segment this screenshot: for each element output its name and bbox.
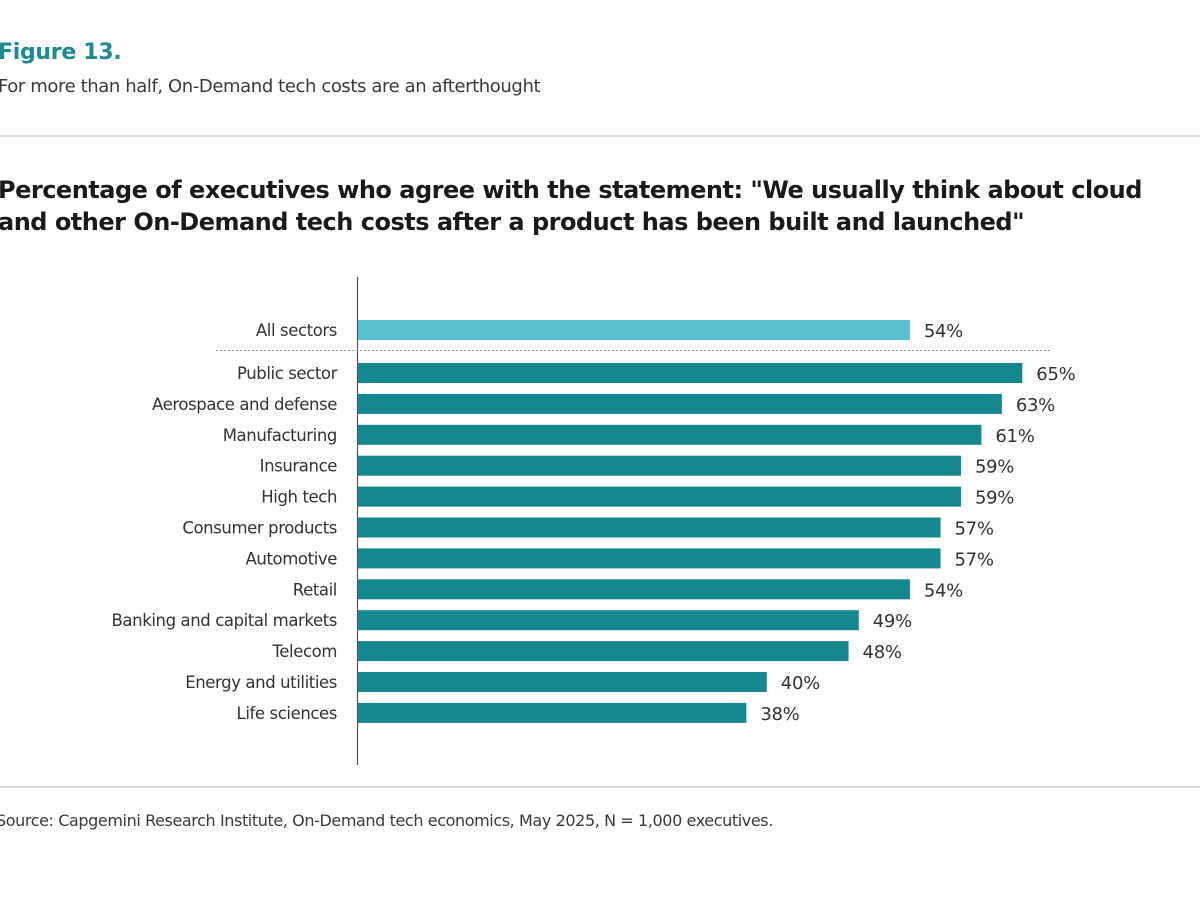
bar [358, 579, 910, 600]
category-label: Telecom [271, 642, 337, 661]
bar-row: Life sciences 38% [237, 702, 800, 725]
value-label: 38% [760, 704, 799, 725]
category-label: Retail [293, 580, 337, 599]
bar-row: Manufacturing 61% [223, 424, 1035, 447]
value-label: 65% [1036, 364, 1075, 385]
top-divider [0, 135, 1200, 137]
value-label: 57% [955, 549, 994, 570]
bar [358, 486, 961, 507]
category-label: Banking and capital markets [112, 611, 338, 630]
category-label: Life sciences [237, 704, 337, 723]
category-label: Insurance [260, 457, 338, 476]
category-label: Energy and utilities [185, 673, 337, 692]
bar [358, 517, 941, 538]
bar-row: Energy and utilities 40% [185, 672, 820, 694]
value-label: 59% [975, 488, 1014, 509]
bar-row: All sectors 54% [256, 320, 963, 342]
category-label: All sectors [256, 321, 337, 340]
bars-layer: All sectors 54% Public sector 65% Aerospace … [112, 320, 1076, 725]
category-label: Automotive [246, 549, 338, 568]
category-label: Aerospace and defense [152, 395, 337, 414]
category-label: High tech [261, 488, 337, 507]
bar [358, 393, 1002, 414]
bar-row: Banking and capital markets 49% [112, 610, 912, 632]
value-label: 59% [975, 457, 1014, 478]
bar [358, 610, 859, 631]
bar [358, 424, 982, 445]
value-label: 54% [924, 580, 963, 601]
category-label: Consumer products [182, 519, 337, 538]
bar [358, 363, 1023, 383]
value-label: 61% [995, 426, 1034, 447]
bar-row: Public sector 65% [237, 363, 1076, 385]
value-label: 54% [924, 321, 963, 342]
bar-highlight [358, 320, 910, 340]
category-label: Public sector [237, 364, 338, 383]
bar-row: Automotive 57% [246, 548, 994, 570]
category-label: Manufacturing [223, 426, 337, 445]
bar-row: Aerospace and defense 63% [152, 393, 1055, 416]
value-label: 63% [1016, 395, 1055, 416]
bar [358, 548, 941, 569]
bar-row: Insurance 59% [260, 455, 1015, 478]
value-label: 48% [863, 642, 902, 663]
bar-row: Telecom 48% [271, 641, 902, 663]
figure-number: Figure 13. [0, 40, 122, 65]
value-label: 40% [781, 673, 820, 694]
source-note: Source: Capgemini Research Institute, On… [0, 811, 773, 830]
bar [358, 455, 961, 476]
bar-row: Retail 54% [293, 579, 963, 601]
bar-row: High tech 59% [261, 486, 1015, 509]
chart-title: Percentage of executives who agree with … [0, 176, 1142, 236]
value-label: 49% [873, 611, 912, 632]
figure-subtitle: For more than half, On-Demand tech costs… [0, 76, 541, 97]
bottom-divider [0, 786, 1200, 788]
bar [358, 702, 747, 723]
value-label: 57% [955, 519, 994, 540]
bar [358, 641, 849, 662]
bar [358, 672, 767, 692]
bar-row: Consumer products 57% [182, 517, 994, 540]
